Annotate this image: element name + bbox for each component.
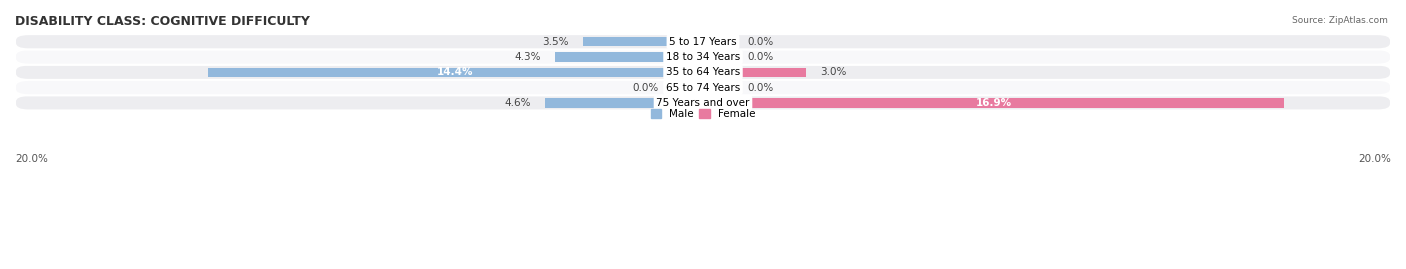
Text: 20.0%: 20.0% [1358,154,1391,164]
Bar [582,37,703,47]
FancyBboxPatch shape [15,95,1391,111]
Bar [555,52,703,62]
Bar [703,83,737,92]
Text: 0.0%: 0.0% [748,52,773,62]
Bar [703,98,1284,108]
Text: 0.0%: 0.0% [633,83,658,93]
Text: 16.9%: 16.9% [976,98,1012,108]
Text: 4.3%: 4.3% [515,52,541,62]
Bar [703,37,737,47]
Bar [669,83,703,92]
FancyBboxPatch shape [15,34,1391,49]
Text: 0.0%: 0.0% [748,83,773,93]
Text: 20.0%: 20.0% [15,154,48,164]
FancyBboxPatch shape [15,49,1391,65]
FancyBboxPatch shape [15,80,1391,95]
Legend: Male, Female: Male, Female [647,105,759,123]
Text: 14.4%: 14.4% [437,67,474,77]
Text: 0.0%: 0.0% [748,37,773,47]
Bar [544,98,703,108]
Text: 4.6%: 4.6% [505,98,531,108]
Bar [703,52,737,62]
Text: 3.5%: 3.5% [543,37,569,47]
Text: 5 to 17 Years: 5 to 17 Years [669,37,737,47]
Bar [703,68,806,77]
Text: 65 to 74 Years: 65 to 74 Years [666,83,740,93]
Text: Source: ZipAtlas.com: Source: ZipAtlas.com [1292,16,1388,25]
Bar [208,68,703,77]
FancyBboxPatch shape [15,65,1391,80]
Text: 35 to 64 Years: 35 to 64 Years [666,67,740,77]
Text: DISABILITY CLASS: COGNITIVE DIFFICULTY: DISABILITY CLASS: COGNITIVE DIFFICULTY [15,15,309,28]
Text: 3.0%: 3.0% [820,67,846,77]
Text: 75 Years and over: 75 Years and over [657,98,749,108]
Text: 18 to 34 Years: 18 to 34 Years [666,52,740,62]
